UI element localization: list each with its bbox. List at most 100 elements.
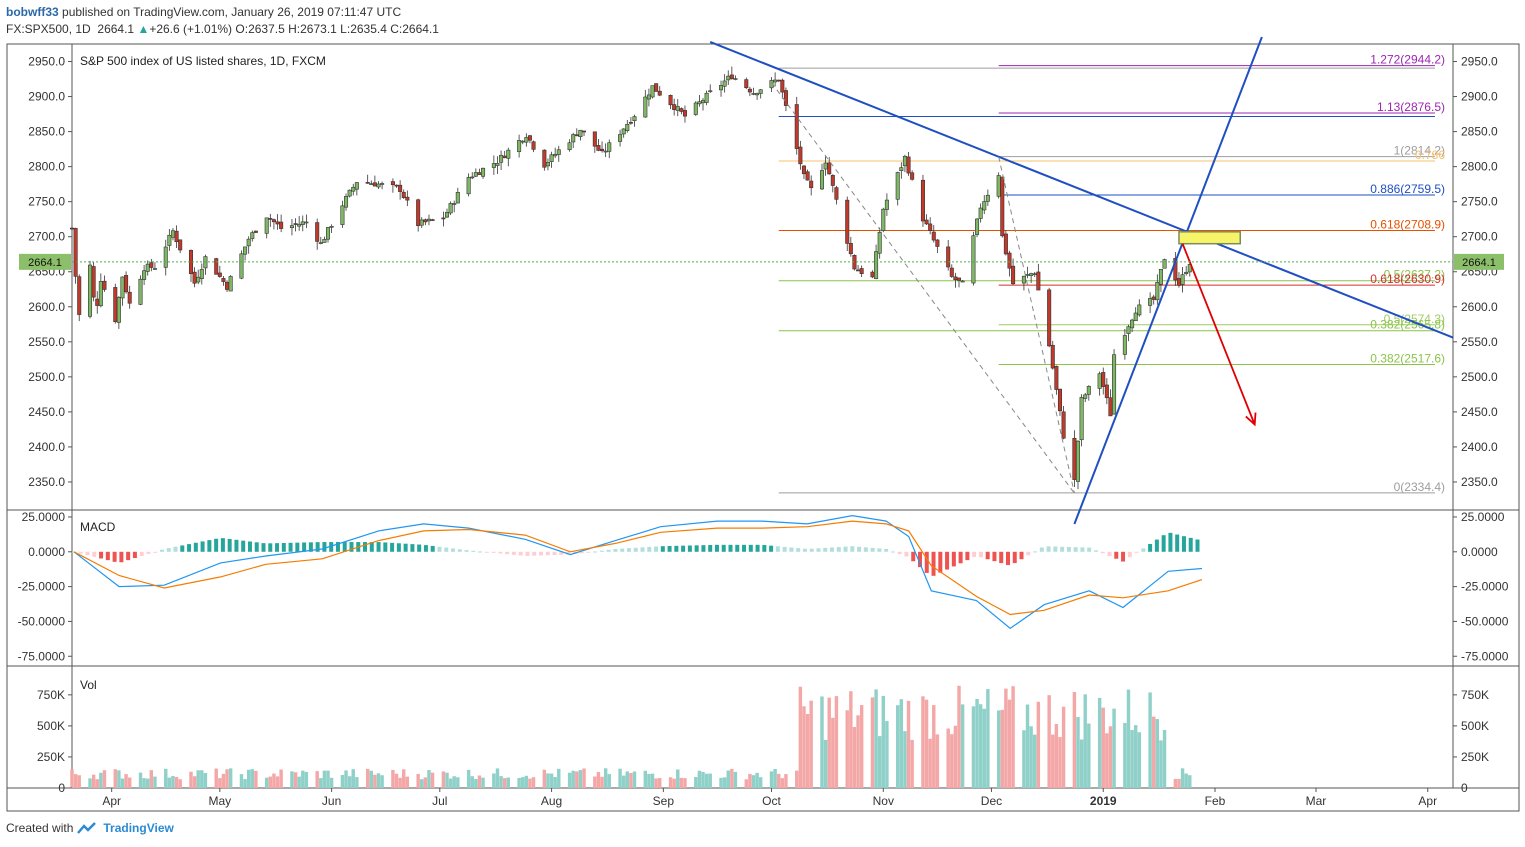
volume-bar	[722, 777, 727, 788]
footer: Created with TradingView	[6, 821, 174, 835]
macd-histogram-bar	[99, 551, 104, 559]
volume-bar	[1072, 692, 1077, 788]
macd-histogram-bar	[1005, 551, 1010, 566]
candle	[250, 232, 255, 239]
candle	[953, 276, 958, 281]
y-tick-label: -25.0000	[18, 580, 66, 594]
author-name[interactable]: bobwff33	[6, 5, 59, 19]
macd-histogram-bar	[538, 551, 543, 556]
macd-histogram-bar	[599, 550, 604, 552]
volume-bar	[676, 769, 680, 788]
macd-histogram-bar	[769, 545, 774, 552]
volume-bar	[910, 739, 914, 788]
macd-histogram-bar	[586, 551, 591, 553]
last-price-text: 2664.1	[1462, 257, 1496, 269]
volume-bar	[506, 777, 511, 788]
high-label: H:	[288, 22, 301, 36]
macd-histogram	[72, 532, 1200, 576]
volume-bar	[625, 771, 629, 788]
candle	[1104, 384, 1109, 399]
macd-histogram-bar	[1175, 534, 1180, 552]
candle	[1000, 176, 1005, 237]
candles[interactable]	[69, 66, 1192, 490]
macd-histogram-bar	[484, 551, 489, 553]
candle	[225, 281, 230, 290]
projection-arrow	[1181, 243, 1256, 425]
volume-bar	[953, 725, 958, 788]
volume-bar	[502, 778, 507, 788]
macd-histogram-bar	[518, 551, 523, 556]
volume-bar	[834, 696, 839, 788]
macd-histogram-bar	[545, 551, 550, 556]
volume-bar	[1036, 701, 1041, 788]
candle	[675, 106, 680, 111]
volume-bar	[632, 771, 637, 788]
volume-bar	[823, 739, 828, 788]
y-tick-label: 2450.0	[28, 405, 65, 419]
macd-histogram-bar	[1012, 551, 1017, 564]
candle	[708, 90, 713, 93]
candle	[1151, 296, 1156, 300]
macd-histogram-bar	[505, 551, 510, 555]
macd-histogram-bar	[227, 538, 232, 552]
candle	[394, 184, 399, 187]
volume-bar	[1083, 694, 1087, 788]
volume-bar	[1076, 717, 1080, 788]
y-tick-label: 2950.0	[1461, 55, 1498, 69]
candle	[819, 170, 825, 190]
candle	[553, 153, 558, 157]
volume-bar	[138, 772, 143, 788]
candle	[859, 268, 864, 274]
macd-histogram-bar	[857, 546, 862, 552]
volume-bar	[142, 778, 146, 788]
volume-bar	[798, 686, 803, 788]
volume-bar	[1022, 730, 1026, 788]
volume-bar	[647, 773, 651, 788]
candle	[73, 228, 78, 277]
tradingview-brand[interactable]: TradingView	[103, 821, 174, 835]
volume-bar	[986, 689, 990, 788]
macd-histogram-bar	[1080, 547, 1085, 552]
macd-histogram-bar	[647, 546, 652, 552]
candle	[376, 183, 381, 188]
macd-histogram-bar	[1154, 539, 1159, 552]
volume-bar	[95, 779, 99, 788]
drawings[interactable]	[72, 36, 1454, 525]
volume-bar	[297, 776, 301, 788]
candle	[354, 182, 359, 190]
candle	[398, 184, 403, 192]
macd-histogram-bar	[132, 551, 137, 559]
volume-bar	[492, 773, 496, 788]
volume-bar	[398, 777, 402, 788]
macd-histogram-bar	[843, 546, 848, 552]
volume-bar	[906, 700, 911, 788]
macd-histogram-bar	[241, 540, 246, 552]
y-tick-label: 0	[1461, 781, 1468, 795]
y-tick-label: 2900.0	[28, 90, 65, 104]
macd-histogram-bar	[451, 548, 456, 552]
volume-bar	[607, 774, 611, 788]
macd-histogram-bar	[1148, 543, 1153, 552]
macd-histogram-bar	[329, 542, 334, 552]
fib-level-label: 1.13(2876.5)	[1377, 100, 1445, 114]
resistance-zone	[1178, 231, 1242, 245]
volume-bar	[218, 778, 222, 788]
x-tick-label: Apr	[102, 794, 121, 808]
macd-histogram-bar	[654, 546, 659, 552]
macd-histogram-bar	[945, 551, 950, 570]
y-tick-label: 2500.0	[1461, 370, 1498, 384]
y-tick-label: 2750.0	[28, 195, 65, 209]
volume-bar	[402, 769, 406, 788]
volume-bar	[268, 776, 273, 788]
candle	[1047, 289, 1052, 347]
macd-histogram-bar	[396, 543, 401, 552]
candle	[920, 179, 925, 222]
candle	[830, 175, 835, 186]
macd-histogram-bar	[809, 548, 814, 552]
macd-histogram-bar	[369, 542, 374, 552]
volume-bar	[650, 773, 655, 788]
macd-histogram-bar	[992, 551, 997, 562]
volume-bar	[254, 770, 258, 788]
candle	[567, 142, 572, 151]
